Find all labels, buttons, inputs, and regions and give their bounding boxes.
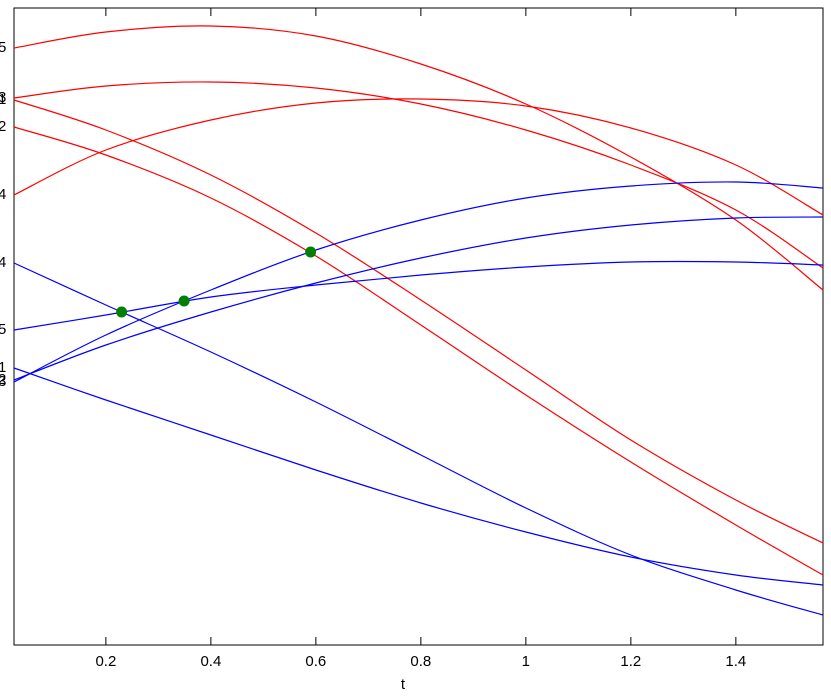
series-label: 3 bbox=[0, 89, 6, 106]
plot-frame bbox=[13, 7, 824, 646]
x-axis-label: t bbox=[401, 676, 406, 693]
series-line bbox=[13, 367, 824, 586]
series-label: 4 bbox=[0, 186, 6, 203]
series-line bbox=[13, 99, 824, 544]
series-label: 2 bbox=[0, 118, 6, 135]
series-label: 1 bbox=[0, 359, 6, 376]
x-tick-label: 0.4 bbox=[200, 653, 221, 670]
intersection-point bbox=[178, 295, 190, 307]
x-tick-label: 0.2 bbox=[95, 653, 116, 670]
series-label: 5 bbox=[0, 321, 6, 338]
series-line bbox=[13, 262, 824, 616]
series-label: 4 bbox=[0, 254, 6, 271]
series-line bbox=[13, 260, 824, 331]
x-tick-label: 1.4 bbox=[725, 653, 746, 670]
intersection-point bbox=[116, 306, 128, 318]
series-line bbox=[13, 216, 824, 381]
series-line bbox=[13, 126, 824, 576]
intersection-point bbox=[305, 246, 317, 258]
series-line bbox=[13, 98, 824, 216]
series-label: 1 bbox=[0, 91, 6, 108]
x-tick-label: 1.2 bbox=[620, 653, 641, 670]
x-tick-label: 0.6 bbox=[305, 653, 326, 670]
series-line bbox=[13, 25, 824, 291]
series-label: 5 bbox=[0, 39, 6, 56]
x-tick-label: 1 bbox=[522, 653, 530, 670]
series-label: 3 bbox=[0, 373, 6, 390]
series-line bbox=[13, 81, 824, 269]
series-label: 2 bbox=[0, 371, 6, 388]
x-tick-label: 0.8 bbox=[410, 653, 431, 670]
series-line bbox=[13, 181, 824, 383]
